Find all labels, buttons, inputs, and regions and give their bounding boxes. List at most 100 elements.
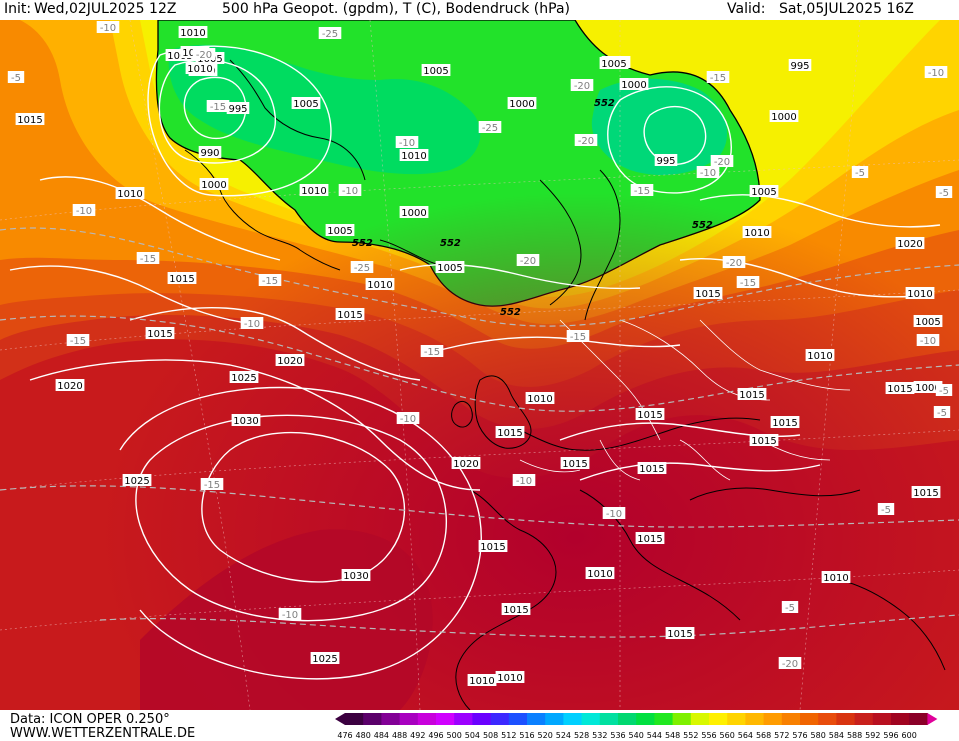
temperature-label-box (72, 204, 96, 216)
temperature-label: -10 (72, 204, 96, 217)
temperature-label: -20 (574, 134, 598, 147)
pressure-label-box (770, 416, 800, 428)
temperature-label: -10 (278, 608, 302, 621)
pressure-value: 1010 (117, 189, 142, 200)
legend-swatch (854, 713, 874, 725)
legend-tick-label: 580 (811, 731, 826, 740)
pressure-value: 1010 (301, 186, 326, 197)
pressure-label: 1015 (885, 382, 915, 395)
pressure-label: 1000 (199, 178, 229, 191)
pressure-label: 1015 (560, 457, 590, 470)
pressure-value: 1010 (180, 28, 205, 39)
temperature-label: -20 (710, 155, 734, 168)
legend-tick-label: 552 (683, 731, 698, 740)
temperature-label-box (512, 474, 536, 486)
coastlines (184, 59, 946, 710)
pressure-label-box (275, 354, 305, 366)
temperature-value: -25 (354, 263, 370, 274)
pressure-label: 1020 (55, 379, 85, 392)
temperature-label: -5 (935, 186, 953, 199)
pressure-label: 1015 (478, 540, 508, 553)
pressure-value: 1010 (907, 289, 932, 300)
temperature-label: -10 (395, 136, 419, 149)
legend-swatch (690, 713, 710, 725)
temperature-label: -20 (570, 79, 594, 92)
temperature-value: -10 (920, 336, 936, 347)
pressure-label-box (507, 97, 537, 109)
pressure-value: 1010 (497, 673, 522, 684)
isobars (9, 45, 941, 680)
pressure-value: 1000 (509, 99, 534, 110)
legend-tick-label: 600 (902, 731, 917, 740)
pressure-label-box (178, 26, 208, 38)
pressure-label: 1020 (451, 457, 481, 470)
pressure-value: 1020 (453, 459, 478, 470)
pressure-label-box (749, 185, 779, 197)
legend-tick-label: 520 (538, 731, 553, 740)
legend-swatch (472, 713, 492, 725)
legend-swatch (709, 713, 728, 725)
temperature-label-box (630, 184, 654, 196)
pressure-label-box (619, 78, 649, 90)
footer: Data: ICON OPER 0.250° WWW.WETTERZENTRAL… (0, 710, 959, 741)
pressure-label-box (737, 388, 767, 400)
pressure-value: 1015 (147, 329, 172, 340)
temperature-value: -15 (204, 480, 220, 491)
legend-tick-label: 544 (647, 731, 662, 740)
pressure-label-box (585, 567, 615, 579)
legend-swatch (836, 713, 856, 725)
temperature-value: -20 (726, 258, 742, 269)
pressure-value: 1015 (497, 428, 522, 439)
pressure-label-box (525, 392, 555, 404)
pressure-label: 1010 (299, 184, 329, 197)
temperature-value: -5 (939, 386, 949, 397)
temperature-label: -15 (736, 276, 760, 289)
pressure-label: 1025 (229, 371, 259, 384)
pressure-label: 1010 (905, 287, 935, 300)
pressure-label: 1010 (365, 278, 395, 291)
temperature-label-box (935, 384, 953, 396)
temperature-label: -15 (630, 184, 654, 197)
pressure-label: 1015 (335, 308, 365, 321)
temperature-value: -15 (424, 347, 440, 358)
legend-swatch (618, 713, 637, 725)
pressure-label-box (749, 434, 779, 446)
valid-value: Sat,05JUL2025 16Z (779, 1, 914, 17)
temperature-label-box (318, 27, 342, 39)
temperature-label: -15 (206, 100, 230, 113)
contour-552-label: 552 (594, 98, 615, 109)
legend-tick-label: 548 (665, 731, 680, 740)
pressure-label-box (325, 224, 355, 236)
legend-tick-label: 516 (519, 731, 534, 740)
temperature-value: -15 (140, 254, 156, 265)
temperature-label-box (722, 256, 746, 268)
pressure-value: 1015 (637, 410, 662, 421)
temperature-label: -10 (396, 412, 420, 425)
pressure-label-box (913, 381, 943, 393)
legend-tick-label: 508 (483, 731, 498, 740)
pressure-label: 1010 (805, 349, 835, 362)
pressure-value: 1030 (233, 416, 258, 427)
pressure-label-box (885, 382, 915, 394)
init-value: Wed,02JUL2025 12Z (34, 1, 177, 17)
temperature-label: -15 (706, 71, 730, 84)
temperature-value: -15 (710, 73, 726, 84)
pressure-value: 1025 (124, 476, 149, 487)
pressure-label-box (805, 349, 835, 361)
temperature-label: -5 (935, 384, 953, 397)
pressure-label: 1010 (467, 674, 497, 687)
legend-swatch (508, 713, 528, 725)
pressure-value: 1015 (772, 418, 797, 429)
temperature-label: -15 (136, 252, 160, 265)
temperature-label: -20 (778, 657, 802, 670)
legend-swatch (345, 713, 364, 725)
temperature-label-box (574, 134, 598, 146)
temperature-value: -10 (76, 206, 92, 217)
temperature-value: -15 (570, 332, 586, 343)
temperature-value: -20 (578, 136, 594, 147)
legend-swatch (800, 713, 819, 725)
pressure-value: 1000 (201, 180, 226, 191)
pressure-label-box (788, 59, 812, 71)
legend-tick-label: 532 (592, 731, 607, 740)
temperature-label-box (395, 136, 419, 148)
